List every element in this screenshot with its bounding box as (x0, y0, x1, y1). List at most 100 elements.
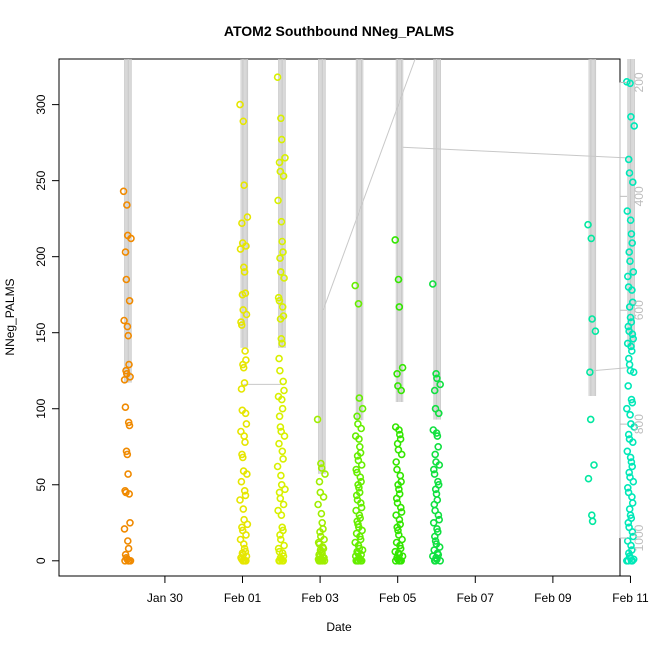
data-point (275, 488, 284, 497)
data-point (623, 447, 632, 456)
data-point (277, 334, 286, 343)
data-point (628, 493, 636, 501)
data-point (624, 430, 633, 439)
data-point (588, 315, 596, 323)
x-tick-label: Feb 05 (379, 591, 417, 605)
data-point (429, 465, 438, 474)
data-point (357, 424, 366, 433)
data-point (627, 342, 635, 351)
data-point (278, 447, 287, 456)
data-point (626, 313, 635, 322)
data-point (279, 377, 288, 386)
data-point (273, 73, 282, 81)
data-point (277, 217, 286, 226)
data-point (352, 556, 361, 565)
data-point (239, 360, 247, 369)
data-point (236, 245, 245, 253)
data-point (626, 257, 634, 266)
data-point (279, 172, 288, 180)
data-point (279, 248, 287, 256)
data-point (124, 470, 132, 478)
data-point (357, 461, 366, 469)
data-point (316, 528, 324, 536)
data-point (393, 523, 402, 532)
data-point (125, 360, 133, 369)
data-point (278, 339, 286, 348)
data-point (586, 368, 594, 377)
data-point (121, 556, 129, 565)
data-point (625, 169, 634, 177)
x-axis: Jan 30 Feb 01 Feb 03 Feb 05 Feb 07 Feb 09 Feb … (147, 575, 649, 605)
data-point (243, 520, 252, 529)
data-point (626, 453, 635, 462)
data-point (240, 432, 248, 440)
data-point (353, 452, 362, 460)
data-point (627, 541, 635, 550)
data-point (279, 455, 287, 463)
data-point (397, 450, 406, 459)
data-point (240, 181, 248, 189)
data-point (120, 525, 129, 533)
data-point (391, 556, 400, 565)
data-point (277, 135, 286, 144)
data-point (239, 117, 248, 126)
data-point (434, 511, 443, 520)
data-point (277, 395, 286, 404)
data-point (623, 483, 632, 492)
data-point (122, 447, 131, 456)
data-point (627, 230, 636, 238)
data-point (277, 114, 285, 123)
data-point (627, 395, 636, 404)
transit-line (402, 146, 627, 159)
data-point (318, 518, 327, 527)
data-point (392, 458, 401, 466)
data-point (236, 496, 244, 504)
data-point (396, 471, 405, 480)
x-tick-label: Jan 30 (147, 591, 183, 605)
data-point (275, 439, 283, 448)
data-point (126, 372, 134, 381)
data-point (431, 450, 440, 459)
data-point (274, 196, 282, 205)
data-point (276, 268, 285, 276)
data-point (628, 398, 637, 407)
data-point (586, 415, 595, 424)
data-point (624, 155, 633, 164)
data-point (623, 272, 632, 281)
data-point (588, 517, 597, 526)
data-point (276, 315, 285, 323)
y-tick-label: 100 (34, 398, 48, 418)
data-point (274, 544, 283, 553)
data-point (587, 234, 596, 243)
data-point (624, 518, 633, 527)
data-point (240, 540, 248, 548)
data-point (276, 254, 284, 263)
data-point (123, 322, 132, 331)
data-point (243, 470, 251, 478)
data-point (622, 404, 631, 413)
data-point (629, 334, 638, 343)
data-point (394, 480, 402, 489)
data-point (430, 386, 439, 395)
y-axis: 0 50 100 150 200 250 300 (34, 94, 60, 564)
data-point (435, 461, 444, 469)
data-point (120, 316, 128, 325)
data-point (278, 523, 287, 532)
data-point (123, 201, 131, 209)
data-point (240, 379, 249, 387)
data-point (627, 347, 636, 355)
data-point (126, 518, 134, 527)
data-point (241, 491, 250, 500)
data-point (590, 461, 598, 469)
data-point (240, 263, 248, 272)
data-point (358, 404, 367, 413)
data-point (123, 450, 132, 459)
x-axis-label: Date (326, 620, 352, 634)
data-point (239, 363, 248, 372)
data-point (352, 491, 361, 500)
data-point (395, 303, 404, 311)
data-point (278, 404, 287, 413)
data-point (238, 219, 246, 227)
x-tick-label: Feb 03 (301, 591, 339, 605)
